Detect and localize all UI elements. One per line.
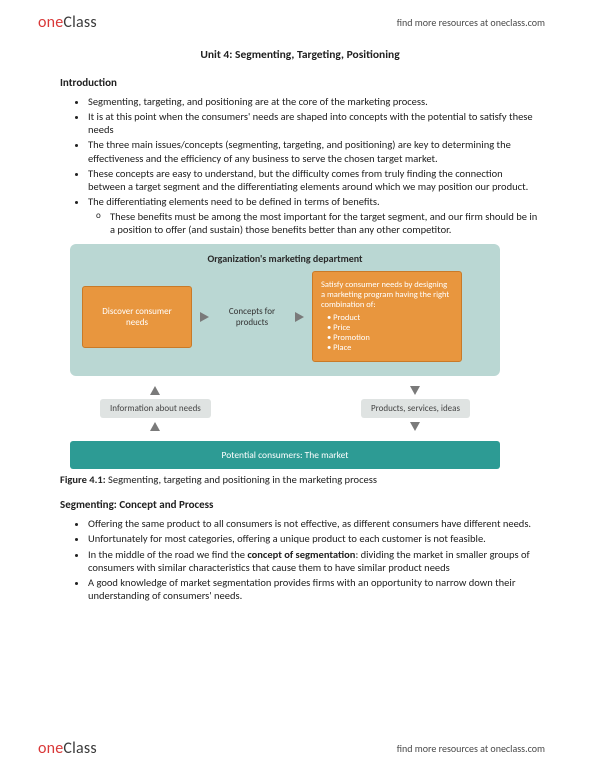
arrow-up-icon xyxy=(150,422,160,431)
intro-item: These concepts are easy to understand, b… xyxy=(88,167,540,193)
page-footer: oneClass find more resources at oneclass… xyxy=(0,734,595,762)
satisfy-heading: Satisfy consumer needs by designing a ma… xyxy=(321,280,453,310)
figure-caption-text: Segmenting, targeting and positioning in… xyxy=(106,473,377,486)
intro-list: Segmenting, targeting, and positioning a… xyxy=(60,95,540,236)
satisfy-item: Place xyxy=(327,343,453,353)
arrow-down-icon xyxy=(410,386,420,395)
products-column: Products, services, ideas xyxy=(361,386,470,431)
segmenting-list: Offering the same product to all consume… xyxy=(60,517,540,602)
discover-box: Discover consumer needs xyxy=(82,286,192,348)
page-header: oneClass find more resources at oneclass… xyxy=(0,8,595,36)
diagram-title: Organization's marketing department xyxy=(82,252,488,265)
products-tag: Products, services, ideas xyxy=(361,399,470,418)
intro-item: Segmenting, targeting, and positioning a… xyxy=(88,95,540,108)
header-tagline[interactable]: find more resources at oneclass.com xyxy=(397,16,545,29)
satisfy-box: Satisfy consumer needs by designing a ma… xyxy=(312,271,462,362)
arrow-up-icon xyxy=(150,386,160,395)
intro-item-text: The differentiating elements need to be … xyxy=(88,195,380,208)
info-column: Information about needs xyxy=(100,386,211,431)
info-tag: Information about needs xyxy=(100,399,211,418)
figure-number: Figure 4.1: xyxy=(60,473,106,486)
intro-sublist: These benefits must be among the most im… xyxy=(88,210,540,236)
satisfy-item: Promotion xyxy=(327,333,453,343)
seg-item: A good knowledge of market segmentation … xyxy=(88,576,540,602)
page-title: Unit 4: Segmenting, Targeting, Positioni… xyxy=(60,48,540,62)
intro-item: The three main issues/concepts (segmenti… xyxy=(88,138,540,164)
seg-item: In the middle of the road we find the co… xyxy=(88,548,540,574)
logo-class: Class xyxy=(63,13,96,32)
arrow-right-icon xyxy=(295,312,304,322)
intro-heading: Introduction xyxy=(60,76,540,89)
satisfy-item: Product xyxy=(327,313,453,323)
arrow-down-icon xyxy=(410,422,420,431)
logo-one: one xyxy=(38,13,63,32)
intro-item: The differentiating elements need to be … xyxy=(88,195,540,236)
arrow-right-icon xyxy=(200,312,209,322)
diagram-row: Discover consumer needs Concepts for pro… xyxy=(82,271,488,362)
page-content: Unit 4: Segmenting, Targeting, Positioni… xyxy=(60,48,540,610)
seg-item: Unfortunately for most categories, offer… xyxy=(88,532,540,545)
seg-item-bold: concept of segmentation xyxy=(247,548,355,561)
brand-logo: oneClass xyxy=(38,739,97,758)
satisfy-list: Product Price Promotion Place xyxy=(321,313,453,353)
market-bar: Potential consumers: The market xyxy=(70,441,500,469)
satisfy-item: Price xyxy=(327,323,453,333)
seg-item-text: In the middle of the road we find the xyxy=(88,548,247,561)
segmenting-heading: Segmenting: Concept and Process xyxy=(60,498,540,511)
intro-subitem: These benefits must be among the most im… xyxy=(110,210,540,236)
marketing-diagram: Organization's marketing department Disc… xyxy=(70,244,500,469)
logo-class: Class xyxy=(63,739,96,758)
brand-logo: oneClass xyxy=(38,13,97,32)
logo-one: one xyxy=(38,739,63,758)
footer-tagline[interactable]: find more resources at oneclass.com xyxy=(397,742,545,755)
intro-item: It is at this point when the consumers' … xyxy=(88,110,540,136)
figure-caption: Figure 4.1: Segmenting, targeting and po… xyxy=(60,473,540,486)
diagram-mid-row: Information about needs Products, servic… xyxy=(70,386,500,431)
seg-item: Offering the same product to all consume… xyxy=(88,517,540,530)
diagram-top-panel: Organization's marketing department Disc… xyxy=(70,244,500,376)
concepts-label: Concepts for products xyxy=(217,306,287,328)
